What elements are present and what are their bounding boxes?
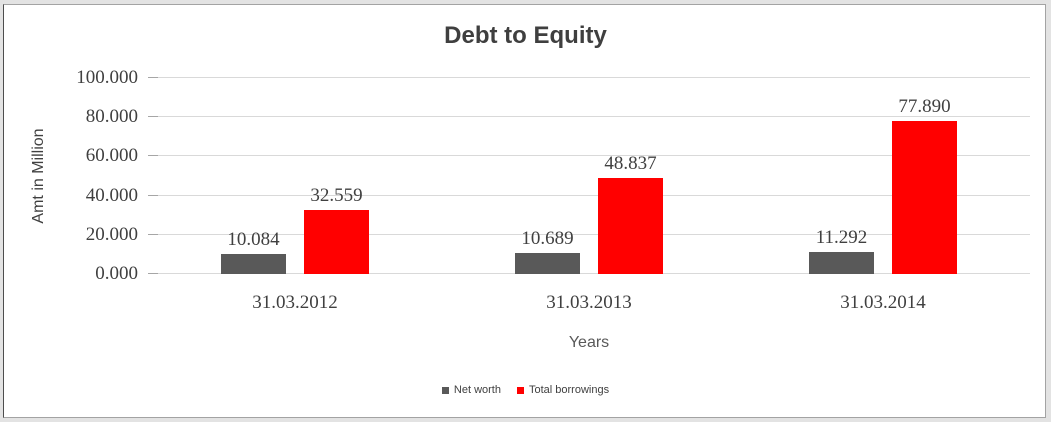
data-label-net-worth: 10.689: [521, 228, 574, 250]
y-axis-tick: [148, 233, 158, 235]
y-axis-tick-label: 100.000: [76, 67, 138, 88]
y-axis-tick: [148, 77, 158, 78]
y-axis-tick: [148, 194, 158, 196]
legend: Net worth Total borrowings: [0, 383, 1051, 397]
y-axis-tick: [148, 155, 158, 157]
gridline: [148, 116, 1030, 118]
chart-frame: [3, 4, 1046, 418]
gridline: [148, 77, 1030, 78]
data-label-total-borrowings: 48.837: [604, 153, 657, 175]
legend-label-net-worth: Net worth: [453, 384, 501, 396]
legend-item-total-borrowings: Total borrowings: [516, 383, 610, 397]
y-axis-tick-label: 80.000: [85, 106, 138, 128]
y-axis-tick: [148, 273, 158, 274]
bar-net-worth: [809, 251, 874, 274]
x-axis-title: Years: [568, 334, 610, 351]
legend-item-net-worth: Net worth: [441, 383, 501, 397]
gridline: [148, 273, 1030, 274]
data-label-total-borrowings: 77.890: [898, 96, 951, 118]
x-axis-category-label: 31.03.2014: [840, 292, 926, 313]
bar-net-worth: [515, 253, 580, 274]
y-axis-tick-label: 20.000: [85, 223, 138, 245]
x-axis-category-label: 31.03.2012: [252, 292, 338, 313]
data-label-net-worth: 11.292: [815, 226, 868, 248]
legend-swatch-total-borrowings-icon: [516, 386, 524, 394]
bar-net-worth: [221, 254, 286, 274]
gridline: [148, 194, 1030, 196]
x-axis-category-label: 31.03.2013: [546, 292, 632, 313]
gridline: [148, 233, 1030, 235]
y-axis-tick-label: 0.000: [95, 263, 138, 284]
y-axis-tick: [148, 116, 158, 118]
bar-total-borrowings: [598, 178, 663, 274]
data-label-net-worth: 10.084: [227, 229, 280, 251]
bar-total-borrowings: [892, 121, 957, 274]
y-axis-tick-label: 60.000: [85, 145, 138, 167]
legend-label-total-borrowings: Total borrowings: [528, 384, 610, 396]
y-axis-tick-label: 40.000: [85, 184, 138, 206]
bar-total-borrowings: [304, 210, 369, 274]
legend-swatch-net-worth-icon: [441, 386, 449, 394]
chart-title: Debt to Equity: [444, 22, 607, 49]
data-label-total-borrowings: 32.559: [310, 185, 363, 207]
gridline: [148, 155, 1030, 157]
